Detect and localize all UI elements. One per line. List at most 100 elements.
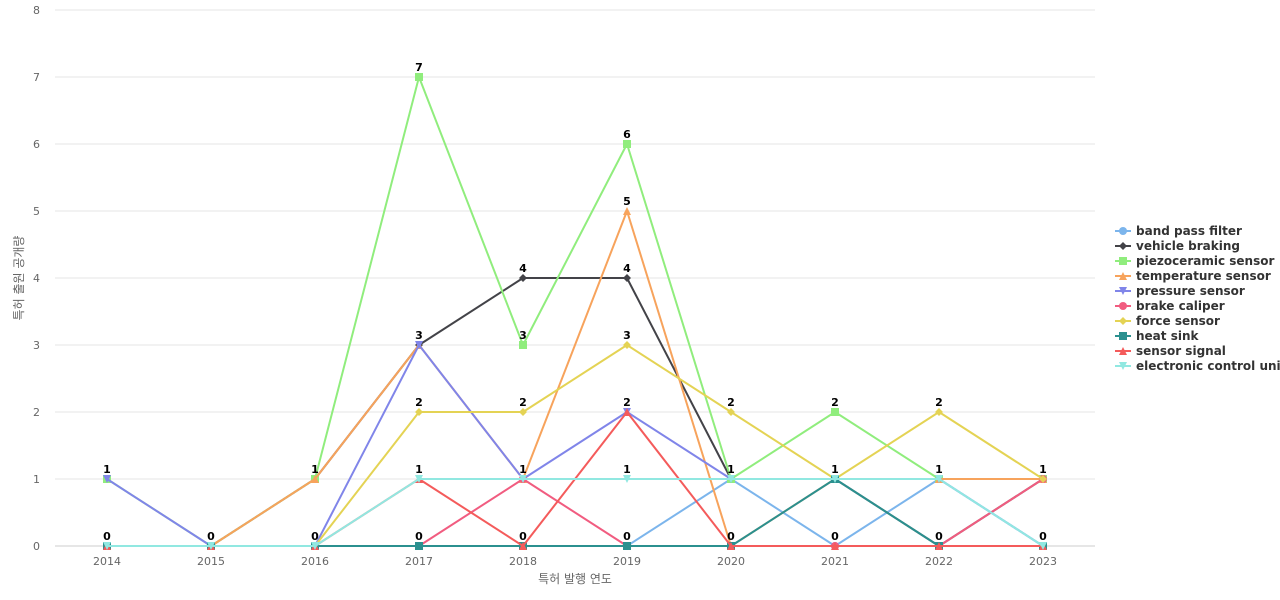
- x-tick-label: 2022: [925, 555, 953, 568]
- data-label: 4: [623, 262, 631, 275]
- legend-label: band pass filter: [1136, 224, 1242, 238]
- data-point-heat-sink: [415, 542, 423, 550]
- series-line-pressure-sensor: [106, 344, 1044, 547]
- data-point-heat-sink: [623, 542, 631, 550]
- legend-item-piezoceramic-sensor[interactable]: piezoceramic sensor: [1115, 254, 1274, 268]
- data-label: 6: [623, 128, 631, 141]
- data-point-electronic-control-unit: [519, 475, 527, 483]
- y-axis-title: 특허 출원 공개량: [12, 236, 26, 321]
- legend-item-force-sensor[interactable]: force sensor: [1115, 314, 1220, 328]
- data-label: 2: [519, 396, 527, 409]
- series-brake-caliper: [103, 475, 1047, 550]
- x-axis-ticks: 2014 2015 2016 2017 2018 2019 2020 2021 2022 2023: [93, 555, 1057, 568]
- legend-marker-icon: [1119, 332, 1127, 340]
- legend-label: electronic control unit: [1136, 359, 1280, 373]
- data-label: 2: [831, 396, 839, 409]
- data-label: 1: [415, 463, 423, 476]
- data-label: 2: [935, 396, 943, 409]
- data-point-piezoceramic-sensor: [415, 73, 423, 81]
- data-point-electronic-control-unit: [935, 475, 943, 483]
- legend-marker-icon: [1119, 272, 1127, 280]
- y-tick-label: 0: [33, 540, 40, 553]
- y-tick-label: 2: [33, 406, 40, 419]
- data-point-electronic-control-unit: [1039, 542, 1047, 550]
- y-tick-label: 6: [33, 138, 40, 151]
- data-point-vehicle-braking: [519, 274, 527, 282]
- data-label: 0: [623, 530, 631, 543]
- x-tick-label: 2023: [1029, 555, 1057, 568]
- data-point-electronic-control-unit: [727, 475, 735, 483]
- legend-marker-icon: [1119, 227, 1127, 235]
- x-axis-title: 특허 발행 연도: [538, 571, 612, 586]
- series-line-electronic-control-unit: [107, 478, 1044, 547]
- legend-item-sensor-signal[interactable]: sensor signal: [1115, 344, 1226, 358]
- series-line-brake-caliper: [107, 478, 1044, 547]
- legend-item-heat-sink[interactable]: heat sink: [1115, 329, 1199, 343]
- x-tick-label: 2019: [613, 555, 641, 568]
- data-label: 1: [103, 463, 111, 476]
- y-tick-label: 5: [33, 205, 40, 218]
- data-point-piezoceramic-sensor: [831, 408, 839, 416]
- legend-marker-icon: [1119, 242, 1127, 250]
- series-lines: [103, 73, 1047, 550]
- y-tick-label: 8: [33, 4, 40, 17]
- data-label: 0: [831, 530, 839, 543]
- data-label: 1: [519, 463, 527, 476]
- data-label: 0: [1039, 530, 1047, 543]
- legend-item-pressure-sensor[interactable]: pressure sensor: [1115, 284, 1245, 298]
- legend-label: temperature sensor: [1136, 269, 1271, 283]
- data-label: 2: [415, 396, 423, 409]
- data-point-force-sensor: [623, 341, 631, 349]
- x-tick-label: 2020: [717, 555, 745, 568]
- legend-marker-icon: [1119, 362, 1127, 370]
- data-label: 2: [727, 396, 735, 409]
- legend-item-vehicle-braking[interactable]: vehicle braking: [1115, 239, 1240, 253]
- data-label: 0: [207, 530, 215, 543]
- x-tick-label: 2017: [405, 555, 433, 568]
- y-axis-ticks: 0 1 2 3 4 5 6 7 8: [33, 4, 40, 553]
- legend-marker-icon: [1119, 287, 1127, 295]
- data-point-electronic-control-unit: [623, 475, 631, 483]
- data-label: 5: [623, 195, 631, 208]
- data-label: 0: [935, 530, 943, 543]
- legend-marker-icon: [1119, 317, 1127, 325]
- legend-label: brake caliper: [1136, 299, 1225, 313]
- data-point-temperature-sensor: [311, 475, 319, 483]
- legend-label: sensor signal: [1136, 344, 1226, 358]
- data-point-electronic-control-unit: [415, 475, 423, 483]
- legend-marker-icon: [1119, 302, 1127, 310]
- data-label: 1: [623, 463, 631, 476]
- data-point-pressure-sensor: [415, 341, 423, 349]
- data-label: 0: [519, 530, 527, 543]
- data-point-force-sensor: [935, 408, 943, 416]
- legend-item-band-pass-filter[interactable]: band pass filter: [1115, 224, 1242, 238]
- legend-item-electronic-control-unit[interactable]: electronic control unit: [1115, 359, 1280, 373]
- data-point-piezoceramic-sensor: [623, 140, 631, 148]
- legend-item-temperature-sensor[interactable]: temperature sensor: [1115, 269, 1271, 283]
- data-label: 1: [727, 463, 735, 476]
- x-tick-label: 2015: [197, 555, 225, 568]
- data-label: 4: [519, 262, 527, 275]
- data-point-electronic-control-unit: [103, 542, 111, 550]
- data-label: 1: [831, 463, 839, 476]
- data-label: 0: [103, 530, 111, 543]
- x-tick-label: 2018: [509, 555, 537, 568]
- data-point-electronic-control-unit: [831, 475, 839, 483]
- y-tick-label: 1: [33, 473, 40, 486]
- data-label: 7: [415, 61, 423, 74]
- data-label: 0: [311, 530, 319, 543]
- data-point-electronic-control-unit: [311, 542, 319, 550]
- legend-label: force sensor: [1136, 314, 1220, 328]
- series-line-piezoceramic-sensor: [106, 76, 1043, 547]
- data-point-sensor-signal: [727, 542, 735, 550]
- data-point-force-sensor: [519, 408, 527, 416]
- data-point-sensor-signal: [623, 408, 631, 416]
- data-point-force-sensor: [415, 408, 423, 416]
- legend-label: heat sink: [1136, 329, 1199, 343]
- legend-item-brake-caliper[interactable]: brake caliper: [1115, 299, 1225, 313]
- data-label: 3: [623, 329, 631, 342]
- series-electronic-control-unit: [103, 475, 1047, 550]
- data-label: 1: [311, 463, 319, 476]
